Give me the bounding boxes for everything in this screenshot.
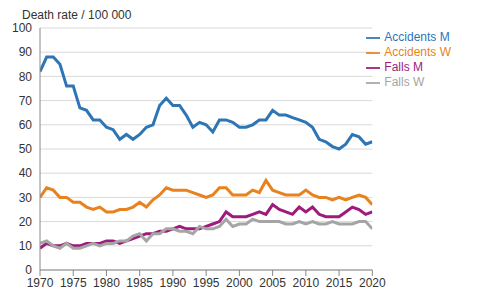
- svg-text:2010: 2010: [292, 276, 319, 290]
- svg-text:2000: 2000: [226, 276, 253, 290]
- svg-text:1985: 1985: [126, 276, 153, 290]
- svg-text:80: 80: [19, 70, 33, 84]
- svg-text:1970: 1970: [27, 276, 54, 290]
- svg-text:40: 40: [19, 166, 33, 180]
- svg-text:2015: 2015: [326, 276, 353, 290]
- svg-text:1990: 1990: [160, 276, 187, 290]
- svg-text:10: 10: [19, 239, 33, 253]
- html-text:Death rate / 100 000: Death rate / 100 000: [22, 8, 132, 22]
- html-text:Falls M: Falls M: [384, 60, 423, 74]
- svg-text:1975: 1975: [60, 276, 87, 290]
- svg-text:20: 20: [19, 215, 33, 229]
- svg-text:2020: 2020: [359, 276, 386, 290]
- svg-text:0: 0: [25, 263, 32, 277]
- svg-text:1995: 1995: [193, 276, 220, 290]
- html-text:Accidents M: Accidents M: [384, 30, 450, 44]
- svg-text:2005: 2005: [259, 276, 286, 290]
- svg-text:100: 100: [12, 21, 32, 35]
- svg-text:1980: 1980: [93, 276, 120, 290]
- svg-text:90: 90: [19, 45, 33, 59]
- html-text:Accidents W: Accidents W: [384, 45, 451, 59]
- svg-text:30: 30: [19, 191, 33, 205]
- svg-text:70: 70: [19, 94, 33, 108]
- html-text:Falls W: Falls W: [384, 75, 425, 89]
- svg-text:50: 50: [19, 142, 33, 156]
- svg-text:60: 60: [19, 118, 33, 132]
